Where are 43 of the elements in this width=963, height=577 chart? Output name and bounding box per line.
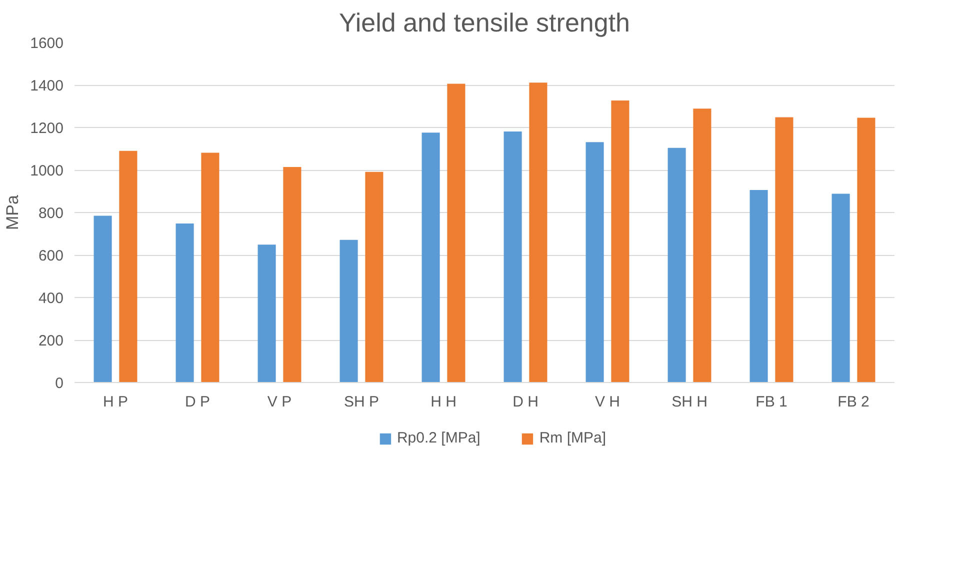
- x-tick-label: V P: [267, 394, 292, 410]
- x-tick-label: FB 2: [838, 394, 870, 410]
- y-tick-label: 0: [55, 375, 64, 392]
- bar: [447, 84, 466, 382]
- bar: [832, 194, 850, 382]
- y-tick-label: 600: [38, 248, 64, 264]
- legend-label: Rp0.2 [MPa]: [396, 430, 480, 446]
- chart-title: Yield and tensile strength: [339, 8, 630, 38]
- x-tick-label: V H: [595, 394, 620, 410]
- bar: [258, 244, 276, 382]
- y-tick-label: 1200: [30, 120, 64, 137]
- x-tick-label: FB 1: [756, 394, 788, 410]
- bar: [775, 117, 794, 382]
- x-tick-label: H H: [430, 394, 456, 410]
- y-tick-label: 1400: [30, 78, 64, 94]
- bar: [365, 172, 384, 382]
- y-tick-label: 200: [38, 332, 64, 350]
- bar: [340, 240, 358, 382]
- bar: [750, 190, 768, 382]
- bar: [201, 152, 220, 382]
- x-tick-label: H P: [103, 394, 128, 410]
- x-tick-label: SH P: [344, 394, 380, 410]
- bar: [283, 167, 302, 382]
- x-tick-label: SH H: [672, 394, 708, 410]
- bar: [668, 148, 686, 382]
- bar: [857, 118, 876, 382]
- bar: [586, 142, 604, 382]
- y-tick-label: 1000: [30, 162, 64, 180]
- x-tick-label: D P: [185, 394, 210, 410]
- y-tick-label: 1600: [30, 35, 64, 52]
- bar: [529, 82, 548, 382]
- bar: [422, 132, 440, 382]
- bar: [176, 224, 194, 382]
- bar: [94, 216, 112, 382]
- legend-label: Rm [MPa]: [539, 430, 606, 446]
- bar: [119, 150, 138, 382]
- y-axis-title: MPa: [3, 194, 22, 230]
- bar: [611, 100, 630, 382]
- y-tick-label: 800: [38, 205, 64, 222]
- bar: [504, 132, 522, 382]
- bar: [693, 108, 712, 382]
- x-tick-label: D H: [512, 394, 538, 410]
- y-tick-label: 400: [38, 290, 64, 307]
